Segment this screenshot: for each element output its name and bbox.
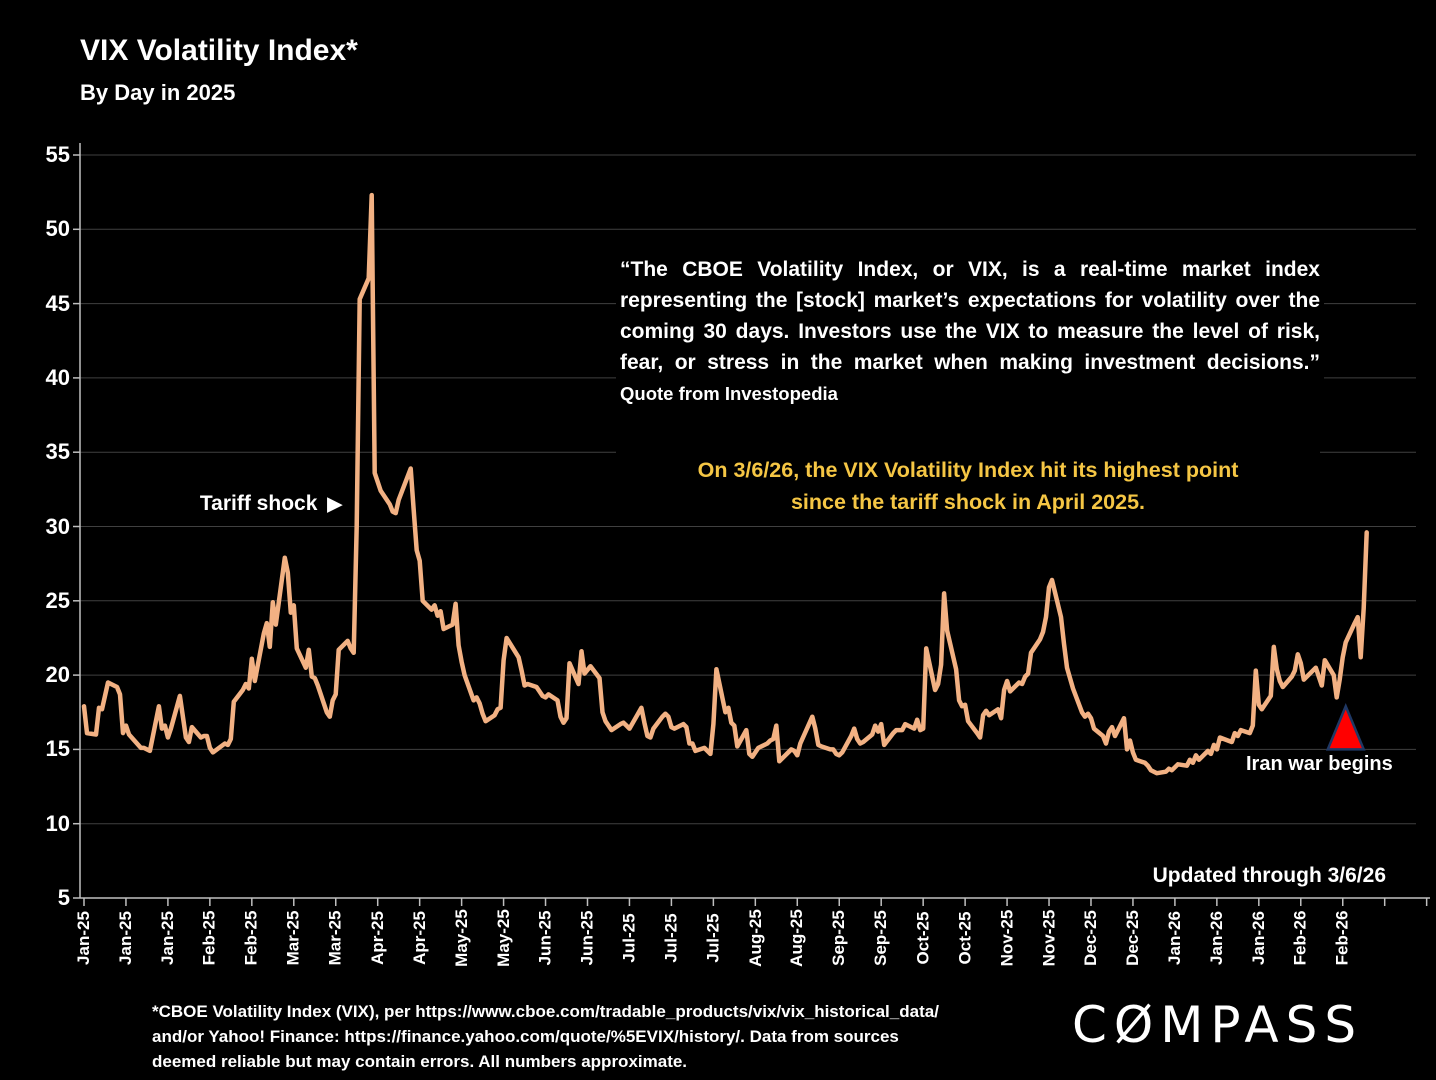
- y-axis-tick-label: 45: [45, 290, 70, 316]
- footnote-line-1: *CBOE Volatility Index (VIX), per https:…: [152, 1002, 939, 1021]
- x-axis-tick-label: Feb-26: [1309, 904, 1377, 972]
- y-axis-tick-label: 55: [45, 142, 70, 167]
- iran-war-marker-triangle: [1325, 703, 1366, 751]
- tariff-shock-annotation: Tariff shock ▶: [100, 492, 342, 516]
- iran-war-label: Iran war begins: [1246, 753, 1393, 775]
- highlight-callout: On 3/6/26, the VIX Volatility Index hit …: [616, 444, 1320, 518]
- tariff-shock-label: Tariff shock: [199, 492, 318, 515]
- page-subtitle: By Day in 2025: [80, 80, 236, 105]
- y-axis-tick-label: 15: [45, 736, 70, 762]
- y-axis-tick-label: 30: [45, 513, 70, 539]
- quote-attribution: Quote from Investopedia: [620, 383, 838, 404]
- footnote-line-2: and/or Yahoo! Finance: https://finance.y…: [152, 1027, 899, 1046]
- page-title: VIX Volatility Index*: [80, 34, 358, 67]
- logo-letters-rest: MPASS: [1160, 996, 1364, 1054]
- right-arrow-icon: ▶: [327, 494, 342, 515]
- highlight-line-1: On 3/6/26, the VIX Volatility Index hit …: [697, 458, 1239, 482]
- logo-letter-c: C: [1072, 996, 1114, 1054]
- y-axis-tick-label: 5: [57, 885, 70, 910]
- y-axis-tick-label: 10: [45, 810, 70, 836]
- investopedia-quote: “The CBOE Volatility Index, or VIX, is a…: [616, 252, 1324, 411]
- y-axis-tick-label: 35: [45, 439, 70, 465]
- y-axis-tick-label: 25: [45, 587, 70, 613]
- compass-o-slash-icon: Ø: [1113, 996, 1161, 1054]
- source-footnote: *CBOE Volatility Index (VIX), per https:…: [152, 999, 1064, 1074]
- quote-text: “The CBOE Volatility Index, or VIX, is a…: [620, 258, 1320, 374]
- vix-series-line: [81, 192, 1369, 776]
- y-axis-tick-label: 40: [45, 364, 70, 390]
- y-axis-tick-label: 50: [45, 216, 70, 242]
- footnote-line-3: deemed reliable but may contain errors. …: [152, 1052, 688, 1071]
- updated-through-label: Updated through 3/6/26: [1152, 864, 1386, 887]
- compass-logo: CØMPASS: [1072, 996, 1363, 1054]
- x-axis-tick-label-text: Feb-26: [1332, 910, 1352, 966]
- highlight-line-2: since the tariff shock in April 2025.: [790, 490, 1146, 514]
- y-axis-tick-label: 20: [45, 662, 70, 688]
